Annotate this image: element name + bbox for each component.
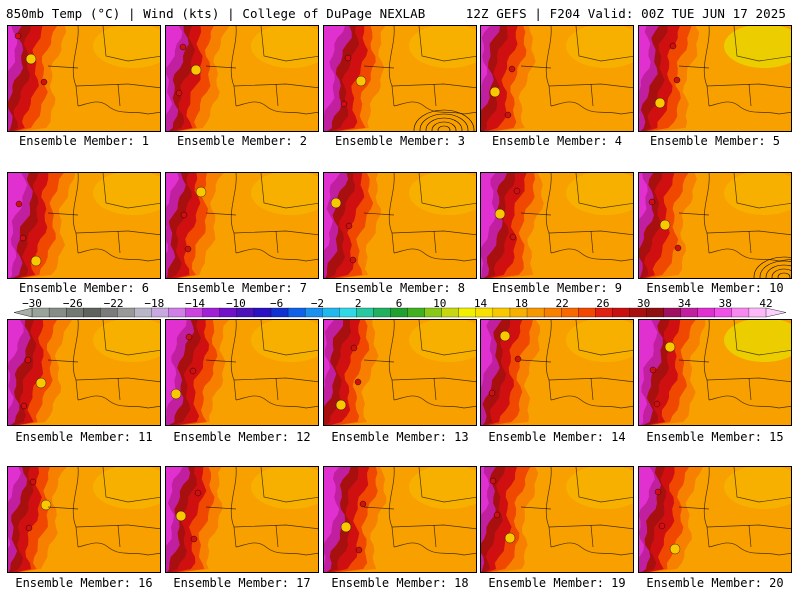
temperature-map — [8, 26, 160, 131]
colorbar-segment — [202, 307, 221, 318]
colorbar-tick-label: 38 — [718, 297, 732, 310]
temperature-map — [166, 320, 318, 425]
ensemble-map-panel — [638, 172, 792, 279]
ensemble-map-panel — [165, 172, 319, 279]
ensemble-map-panel — [7, 25, 161, 132]
colorbar-tick-label: −26 — [62, 297, 83, 310]
ensemble-map-panel — [165, 466, 319, 573]
ensemble-map-panel — [638, 319, 792, 426]
ensemble-member-label: Ensemble Member: 20 — [646, 576, 784, 590]
colorbar-tick-label: 34 — [677, 297, 692, 310]
ensemble-member-label: Ensemble Member: 10 — [646, 281, 784, 295]
ensemble-map-panel — [638, 466, 792, 573]
ensemble-member-label: Ensemble Member: 18 — [331, 576, 469, 590]
ensemble-member-label: Ensemble Member: 6 — [18, 281, 150, 295]
colorbar-segment — [83, 307, 101, 318]
temperature-map — [639, 467, 791, 572]
temperature-map — [324, 26, 476, 131]
temperature-map — [8, 173, 160, 278]
ensemble-member-label: Ensemble Member: 5 — [649, 134, 781, 148]
ensemble-map-panel — [480, 172, 634, 279]
ensemble-map-panel — [638, 25, 792, 132]
colorbar-segment — [407, 307, 426, 318]
ensemble-map-panel — [480, 319, 634, 426]
colorbar-segment — [287, 307, 306, 318]
colorbar-tick-label: 2 — [354, 297, 362, 310]
ensemble-member-label: Ensemble Member: 17 — [173, 576, 311, 590]
temperature-map — [481, 467, 633, 572]
temperature-map — [8, 467, 160, 572]
ensemble-member-label: Ensemble Member: 15 — [646, 430, 784, 444]
colorbar-segment — [492, 307, 511, 318]
colorbar-tick-label: 42 — [759, 297, 773, 310]
temperature-map — [8, 320, 160, 425]
colorbar-tick-label: −14 — [185, 297, 206, 310]
colorbar-left-arrow — [13, 307, 33, 318]
ensemble-map-panel — [323, 172, 477, 279]
ensemble-map-panel — [480, 25, 634, 132]
temperature-map — [481, 173, 633, 278]
colorbar-tick-label: −18 — [144, 297, 165, 310]
ensemble-member-label: Ensemble Member: 16 — [15, 576, 153, 590]
colorbar-tick-label: 22 — [555, 297, 569, 310]
temperature-map — [481, 26, 633, 131]
header-right-title: 12Z GEFS | F204 Valid: 00Z TUE JUN 17 20… — [465, 6, 786, 21]
ensemble-member-label: Ensemble Member: 9 — [491, 281, 623, 295]
colorbar-segment — [612, 307, 630, 318]
colorbar-tick-label: 30 — [637, 297, 651, 310]
ensemble-map-panel — [323, 25, 477, 132]
header-left-title: 850mb Temp (°C) | Wind (kts) | College o… — [6, 6, 426, 21]
colorbar-tick-label: −30 — [22, 297, 42, 310]
ensemble-member-label: Ensemble Member: 14 — [488, 430, 626, 444]
ensemble-map-panel — [323, 319, 477, 426]
ensemble-member-label: Ensemble Member: 7 — [176, 281, 308, 295]
colorbar-tick-label: 14 — [473, 297, 488, 310]
ensemble-member-label: Ensemble Member: 19 — [488, 576, 626, 590]
temperature-map — [324, 320, 476, 425]
temperature-map — [166, 26, 318, 131]
ensemble-member-label: Ensemble Member: 11 — [15, 430, 153, 444]
temperature-map — [324, 467, 476, 572]
ensemble-member-label: Ensemble Member: 12 — [173, 430, 311, 444]
colorbar-tick-label: 26 — [596, 297, 610, 310]
ensemble-map-panel — [7, 319, 161, 426]
colorbar-tick-label: 18 — [514, 297, 528, 310]
colorbar-segment — [168, 307, 187, 318]
ensemble-member-label: Ensemble Member: 1 — [18, 134, 150, 148]
temperature-map — [639, 173, 791, 278]
temperature-map — [639, 26, 791, 131]
ensemble-map-panel — [323, 466, 477, 573]
ensemble-member-label: Ensemble Member: 8 — [334, 281, 466, 295]
colorbar-tick-label: 10 — [433, 297, 447, 310]
colorbar-tick-label: −10 — [225, 297, 246, 310]
ensemble-map-panel — [165, 319, 319, 426]
ensemble-map-panel — [7, 466, 161, 573]
ensemble-member-label: Ensemble Member: 13 — [331, 430, 469, 444]
colorbar-tick-label: −22 — [103, 297, 124, 310]
colorbar-tick-label: 6 — [395, 297, 403, 310]
ensemble-map-panel — [165, 25, 319, 132]
ensemble-member-label: Ensemble Member: 3 — [334, 134, 466, 148]
colorbar-tick-label: −2 — [310, 297, 325, 310]
ensemble-member-label: Ensemble Member: 2 — [176, 134, 308, 148]
temperature-map — [166, 173, 318, 278]
ensemble-map-panel — [480, 466, 634, 573]
ensemble-member-label: Ensemble Member: 4 — [491, 134, 623, 148]
temperature-map — [481, 320, 633, 425]
colorbar-right-arrow — [765, 307, 787, 318]
temperature-map — [166, 467, 318, 572]
temperature-map — [324, 173, 476, 278]
temperature-map — [639, 320, 791, 425]
colorbar-tick-label: −6 — [270, 297, 284, 310]
colorbar-segment — [697, 307, 716, 318]
ensemble-map-panel — [7, 172, 161, 279]
